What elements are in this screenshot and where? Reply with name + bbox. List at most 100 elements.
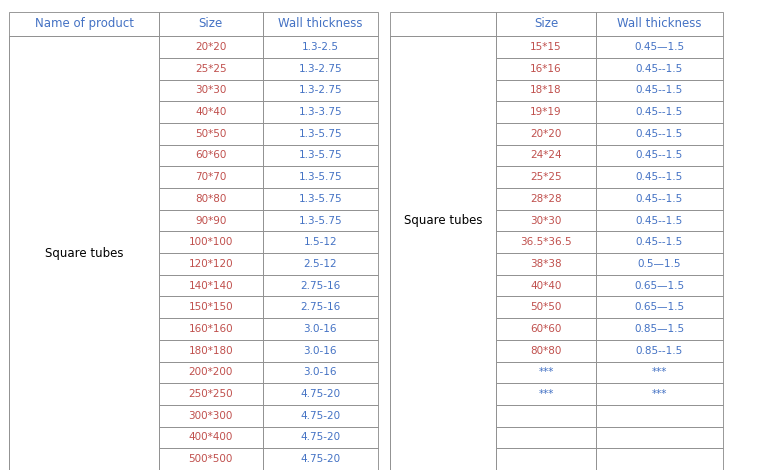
Bar [9,275,159,297]
Text: Size: Size [534,17,558,31]
Text: 24*24: 24*24 [530,150,562,160]
Text: 0.65—1.5: 0.65—1.5 [634,281,684,290]
Text: 30*30: 30*30 [531,216,561,226]
Bar [496,188,596,210]
Text: 300*300: 300*300 [189,411,233,421]
Bar [390,253,496,275]
Bar [263,297,378,318]
Bar [9,36,159,58]
Bar [9,188,159,210]
Text: 2.75-16: 2.75-16 [300,302,340,313]
Bar [596,231,723,253]
Bar [390,79,496,101]
Bar [159,253,263,275]
Bar [159,405,263,427]
Bar [390,231,496,253]
Bar [496,12,596,36]
Text: ***: *** [538,389,554,399]
Bar [9,427,159,448]
Bar [263,166,378,188]
Text: 0.85—1.5: 0.85—1.5 [634,324,684,334]
Text: 30*30: 30*30 [195,86,227,95]
Text: Wall thickness: Wall thickness [617,17,702,31]
Bar [390,427,496,448]
Bar [390,36,496,470]
Text: 20*20: 20*20 [195,42,227,52]
Bar [9,253,159,275]
Text: 100*100: 100*100 [189,237,233,247]
Bar [496,448,596,470]
Text: 4.75-20: 4.75-20 [300,454,340,464]
Bar [596,210,723,231]
Text: 40*40: 40*40 [195,107,227,117]
Text: 1.3-3.75: 1.3-3.75 [299,107,342,117]
Bar [9,101,159,123]
Bar [596,58,723,79]
Bar [159,12,263,36]
Text: Wall thickness: Wall thickness [278,17,362,31]
Text: Name of product: Name of product [35,17,134,31]
Bar [596,427,723,448]
Bar [263,253,378,275]
Bar [9,383,159,405]
Bar [496,383,596,405]
Text: 16*16: 16*16 [530,64,562,74]
Bar [596,145,723,166]
Text: 1.3-5.75: 1.3-5.75 [299,216,342,226]
Bar [596,361,723,383]
Bar [496,340,596,361]
Bar [496,58,596,79]
Bar [596,405,723,427]
Bar [9,145,159,166]
Text: 36.5*36.5: 36.5*36.5 [520,237,572,247]
Bar [496,101,596,123]
Text: 160*160: 160*160 [188,324,233,334]
Bar [263,210,378,231]
Text: 0.45--1.5: 0.45--1.5 [636,129,683,139]
Text: 1.3-5.75: 1.3-5.75 [299,172,342,182]
Text: 0.45--1.5: 0.45--1.5 [636,64,683,74]
Text: 180*180: 180*180 [188,346,233,356]
Bar [9,79,159,101]
Text: 80*80: 80*80 [531,346,561,356]
Text: 60*60: 60*60 [531,324,561,334]
Bar [263,448,378,470]
Bar [496,145,596,166]
Bar [596,101,723,123]
Text: 1.3-5.75: 1.3-5.75 [299,194,342,204]
Text: 70*70: 70*70 [195,172,227,182]
Bar [596,253,723,275]
Bar [9,231,159,253]
Text: Square tubes: Square tubes [404,214,482,227]
Bar [263,405,378,427]
Text: 0.65—1.5: 0.65—1.5 [634,302,684,313]
Bar [496,36,596,58]
Bar [9,297,159,318]
Text: 3.0-16: 3.0-16 [303,346,337,356]
Bar [9,340,159,361]
Bar [9,448,159,470]
Bar [596,275,723,297]
Bar [263,361,378,383]
Bar [596,318,723,340]
Bar [263,36,378,58]
Bar [263,12,378,36]
Text: 50*50: 50*50 [195,129,227,139]
Text: 1.3-5.75: 1.3-5.75 [299,150,342,160]
Bar [263,427,378,448]
Bar [496,297,596,318]
Bar [9,58,159,79]
Bar [159,275,263,297]
Text: 4.75-20: 4.75-20 [300,432,340,442]
Text: 20*20: 20*20 [531,129,561,139]
Bar [496,166,596,188]
Bar [159,36,263,58]
Bar [9,361,159,383]
Text: 140*140: 140*140 [188,281,233,290]
Bar [263,340,378,361]
Bar [263,188,378,210]
Bar [263,58,378,79]
Bar [390,318,496,340]
Bar [9,12,159,36]
Bar [390,275,496,297]
